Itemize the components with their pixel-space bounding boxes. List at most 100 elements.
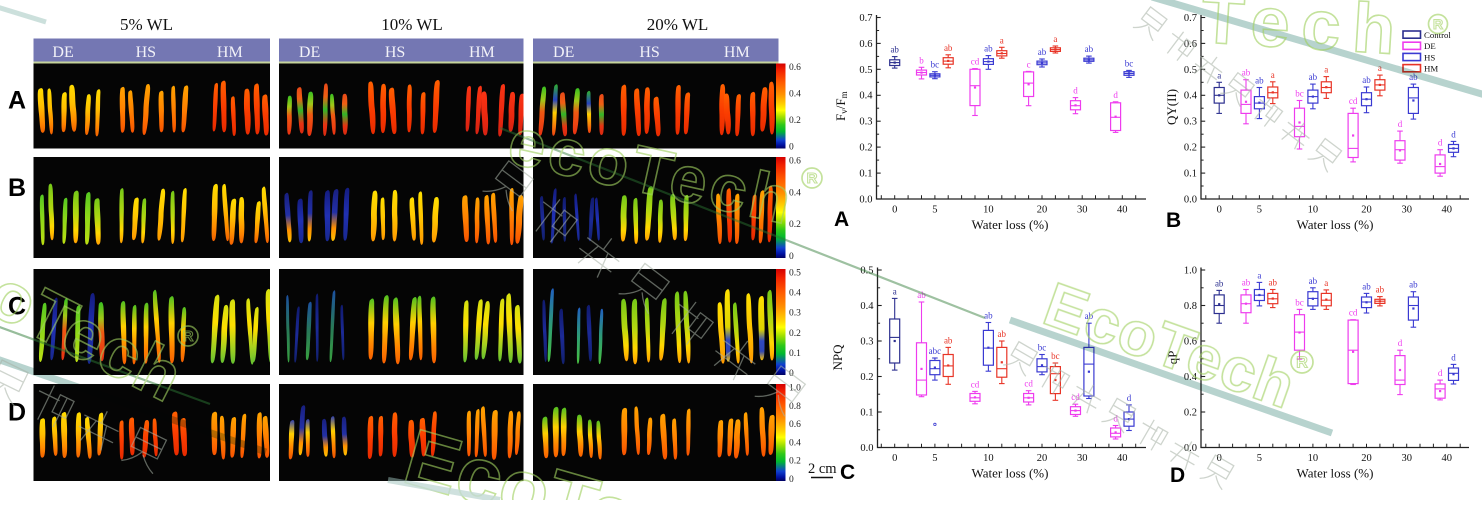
- svg-text:cd: cd: [1024, 379, 1033, 389]
- svg-text:A: A: [8, 87, 26, 115]
- svg-text:R: R: [183, 328, 194, 345]
- svg-text:A: A: [834, 208, 849, 231]
- svg-text:0.6: 0.6: [789, 420, 801, 430]
- svg-text:ab: ab: [890, 45, 899, 55]
- svg-text:0.6: 0.6: [1184, 336, 1197, 347]
- svg-text:cd: cd: [1071, 392, 1080, 402]
- svg-text:Water loss (%): Water loss (%): [1297, 466, 1374, 481]
- svg-text:40: 40: [1442, 453, 1453, 464]
- svg-text:B: B: [1166, 209, 1181, 232]
- svg-text:bc: bc: [1038, 343, 1047, 353]
- svg-text:40: 40: [1117, 205, 1128, 216]
- svg-text:5: 5: [932, 205, 937, 216]
- svg-text:0.4: 0.4: [1184, 372, 1198, 383]
- svg-text:d: d: [1451, 129, 1456, 139]
- svg-text:0.4: 0.4: [1184, 91, 1198, 102]
- svg-text:ab: ab: [944, 335, 953, 345]
- svg-text:a: a: [1053, 34, 1057, 44]
- svg-text:0.4: 0.4: [789, 188, 801, 198]
- svg-text:ab: ab: [984, 44, 993, 54]
- svg-text:bc: bc: [1051, 351, 1060, 361]
- svg-text:0: 0: [1217, 453, 1222, 464]
- svg-text:0.7: 0.7: [859, 13, 872, 24]
- svg-text:HS: HS: [1424, 52, 1435, 62]
- svg-text:0: 0: [789, 143, 794, 153]
- svg-text:d: d: [1398, 338, 1403, 348]
- svg-text:HM: HM: [1424, 64, 1438, 74]
- svg-text:ab: ab: [1215, 278, 1224, 288]
- svg-text:20: 20: [1361, 205, 1372, 216]
- svg-text:C: C: [840, 461, 855, 484]
- svg-text:0.4: 0.4: [789, 289, 801, 299]
- svg-text:0.4: 0.4: [859, 91, 873, 102]
- svg-text:d: d: [1398, 119, 1403, 129]
- svg-text:d: d: [1438, 138, 1443, 148]
- svg-text:ab: ab: [1362, 281, 1371, 291]
- svg-text:ab: ab: [944, 43, 953, 53]
- svg-text:2 cm: 2 cm: [808, 461, 837, 477]
- svg-text:ab: ab: [1255, 76, 1264, 86]
- svg-text:0.3: 0.3: [789, 309, 801, 319]
- svg-text:40: 40: [1442, 205, 1453, 216]
- svg-text:0.6: 0.6: [789, 63, 801, 73]
- svg-text:DE: DE: [553, 44, 574, 61]
- svg-text:1.0: 1.0: [1184, 265, 1197, 276]
- svg-text:DE: DE: [1424, 41, 1436, 51]
- svg-text:NPQ: NPQ: [830, 344, 845, 371]
- svg-text:ab: ab: [1085, 44, 1094, 54]
- svg-text:ab: ab: [1309, 72, 1318, 82]
- svg-text:0.2: 0.2: [1184, 143, 1197, 154]
- svg-text:bc: bc: [931, 60, 940, 70]
- svg-text:abc: abc: [929, 346, 942, 356]
- svg-text:0: 0: [892, 453, 897, 464]
- svg-text:30: 30: [1401, 205, 1412, 216]
- svg-text:ab: ab: [1038, 47, 1047, 57]
- svg-text:0.2: 0.2: [789, 329, 801, 339]
- svg-text:0.7: 0.7: [1184, 13, 1197, 24]
- svg-text:a: a: [1257, 270, 1261, 280]
- svg-text:0.2: 0.2: [789, 457, 801, 467]
- svg-text:HM: HM: [469, 44, 495, 61]
- svg-text:20% WL: 20% WL: [647, 15, 709, 34]
- svg-text:ab: ab: [1409, 280, 1418, 290]
- svg-text:0.0: 0.0: [1184, 443, 1197, 454]
- svg-text:c: c: [1027, 59, 1031, 69]
- svg-text:HS: HS: [385, 44, 405, 61]
- svg-text:0.1: 0.1: [859, 169, 872, 180]
- svg-text:5: 5: [932, 453, 937, 464]
- svg-text:HS: HS: [136, 44, 156, 61]
- svg-text:C: C: [8, 293, 26, 321]
- svg-text:0.6: 0.6: [859, 39, 872, 50]
- svg-text:QY(II): QY(II): [1164, 89, 1179, 125]
- svg-text:20: 20: [1037, 453, 1048, 464]
- svg-text:0.2: 0.2: [859, 143, 872, 154]
- svg-text:10% WL: 10% WL: [381, 15, 443, 34]
- svg-text:HM: HM: [217, 44, 243, 61]
- svg-text:0.6: 0.6: [789, 157, 801, 167]
- svg-text:a: a: [1271, 70, 1275, 80]
- svg-text:30: 30: [1401, 453, 1412, 464]
- svg-text:0.2: 0.2: [789, 220, 801, 230]
- svg-text:a: a: [1217, 70, 1221, 80]
- svg-text:0.1: 0.1: [789, 349, 801, 359]
- svg-text:ab: ab: [1269, 278, 1278, 288]
- svg-text:a: a: [1378, 63, 1382, 73]
- svg-text:0.0: 0.0: [860, 443, 873, 454]
- svg-text:0.2: 0.2: [860, 372, 873, 383]
- svg-text:10: 10: [1308, 453, 1319, 464]
- svg-text:ab: ab: [1362, 75, 1371, 85]
- svg-text:B: B: [8, 174, 26, 202]
- svg-text:0: 0: [1217, 205, 1222, 216]
- svg-text:R: R: [807, 170, 818, 187]
- svg-text:30: 30: [1077, 205, 1088, 216]
- svg-text:10: 10: [983, 453, 994, 464]
- svg-text:40: 40: [1117, 453, 1128, 464]
- svg-text:30: 30: [1077, 453, 1088, 464]
- svg-text:0.0: 0.0: [859, 194, 872, 205]
- svg-text:0.5: 0.5: [859, 65, 872, 76]
- svg-text:10: 10: [983, 205, 994, 216]
- svg-text:d: d: [1113, 414, 1118, 424]
- svg-text:D: D: [8, 399, 26, 427]
- svg-text:bc: bc: [1295, 297, 1304, 307]
- svg-text:d: d: [1127, 393, 1132, 403]
